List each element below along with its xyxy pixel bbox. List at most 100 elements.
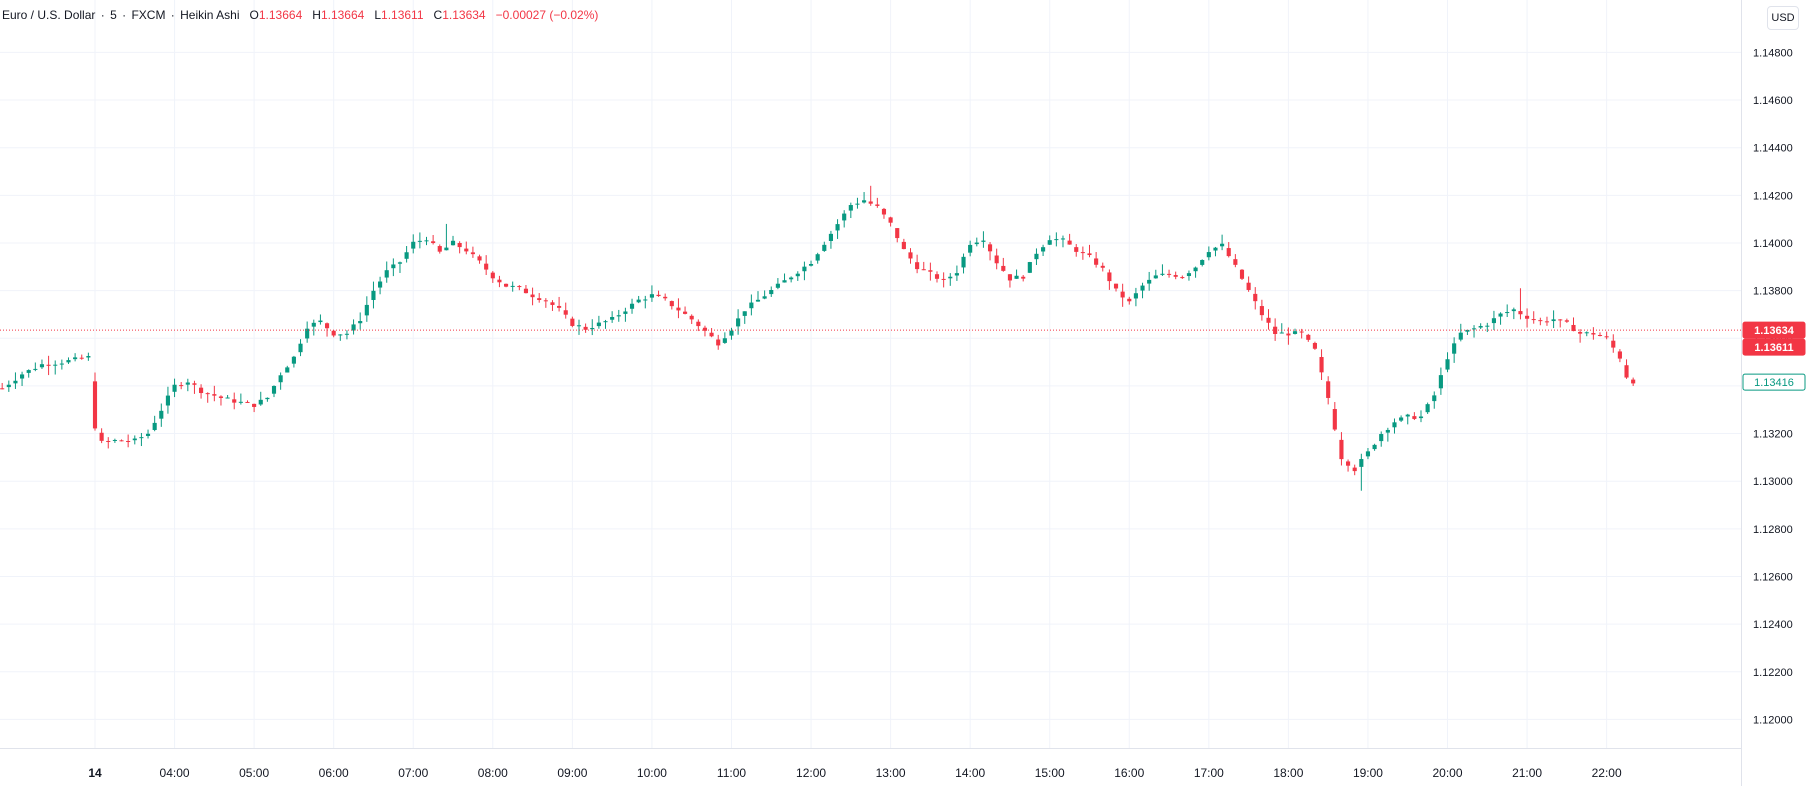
time-tick-label: 10:00 — [637, 766, 667, 780]
candle-down — [1246, 282, 1251, 290]
candle-up — [1047, 240, 1052, 245]
currency-button[interactable]: USD — [1767, 6, 1799, 30]
candle-up — [1034, 253, 1039, 260]
candle-down — [994, 255, 999, 264]
time-tick-label: 19:00 — [1353, 766, 1383, 780]
candle-up — [775, 283, 780, 288]
candle-up — [411, 241, 416, 249]
candle-down — [324, 323, 330, 329]
candle-down — [1412, 416, 1417, 419]
candle-up — [610, 317, 615, 320]
price-badge-label: 1.13634 — [1754, 325, 1795, 337]
candle-up — [450, 240, 456, 246]
candle-down — [490, 272, 495, 279]
candle-up — [1432, 395, 1437, 402]
candle-down — [1591, 333, 1596, 335]
candle-up — [265, 397, 270, 400]
candle-up — [576, 325, 582, 327]
candle-up — [802, 266, 807, 272]
candle-up — [835, 224, 840, 231]
candle-up — [736, 318, 741, 327]
candle-down — [1120, 291, 1125, 298]
candle-up — [397, 262, 403, 264]
candle-down — [1173, 275, 1178, 277]
candle-up — [1372, 444, 1377, 450]
chart-style-label[interactable]: Heikin Ashi — [180, 8, 240, 22]
candle-down — [881, 208, 887, 215]
candle-up — [596, 322, 601, 327]
interval-label[interactable]: 5 — [110, 8, 117, 22]
candle-down — [550, 302, 555, 305]
candle-up — [258, 399, 263, 405]
candle-up — [948, 276, 953, 279]
candle-down — [1253, 293, 1258, 302]
candle-down — [941, 278, 946, 280]
candle-down — [987, 244, 993, 252]
symbol-name[interactable]: Euro / U.S. Dollar — [2, 8, 96, 22]
candle-down — [1538, 320, 1543, 322]
candle-down — [696, 321, 701, 327]
candle-up — [1458, 332, 1463, 340]
candle-down — [1624, 365, 1629, 378]
price-badge — [1742, 321, 1806, 339]
candle-up — [172, 384, 177, 392]
candle-down — [1564, 320, 1569, 322]
candle-up — [1014, 275, 1019, 279]
candle-up — [795, 273, 800, 277]
candle-up — [510, 285, 515, 287]
candle-up — [762, 296, 767, 299]
price-tick-label: 1.12000 — [1753, 714, 1793, 726]
candle-up — [1220, 243, 1225, 247]
candle-down — [1346, 461, 1351, 466]
candle-up — [603, 321, 608, 323]
candle-down — [1067, 240, 1072, 245]
candle-up — [1054, 239, 1059, 241]
candle-up — [1471, 328, 1477, 330]
candle-down — [1113, 283, 1119, 289]
candle-up — [1041, 247, 1046, 252]
candle-up — [271, 385, 277, 394]
symbol-legend: Euro / U.S. Dollar · 5 · FXCM · Heikin A… — [2, 8, 599, 22]
candle-down — [1319, 357, 1324, 373]
candle-up — [1405, 414, 1410, 417]
candle-up — [1133, 293, 1138, 299]
candle-up — [1140, 285, 1145, 291]
candle-down — [199, 387, 204, 394]
candle-down — [1312, 342, 1317, 349]
price-tick-label: 1.14800 — [1753, 47, 1793, 59]
candle-down — [106, 440, 111, 442]
candle-up — [1160, 273, 1165, 275]
candle-up — [165, 395, 170, 406]
candle-down — [205, 393, 210, 395]
candle-up — [384, 270, 389, 278]
candle-up — [808, 263, 814, 266]
candle-up — [86, 356, 91, 358]
candle-up — [13, 380, 18, 384]
candle-down — [1080, 252, 1085, 254]
candle-down — [702, 327, 708, 331]
candle-up — [1359, 459, 1364, 467]
candle-down — [437, 246, 442, 252]
candle-up — [371, 290, 376, 300]
candle-down — [523, 288, 529, 294]
candle-down — [1087, 253, 1092, 256]
candle-up — [1200, 260, 1205, 265]
candle-down — [179, 385, 184, 387]
candle-up — [444, 247, 449, 251]
time-tick-label: 12:00 — [796, 766, 826, 780]
candle-down — [537, 298, 542, 301]
candle-down — [530, 294, 535, 298]
candle-down — [431, 241, 436, 244]
candle-up — [822, 244, 827, 251]
candle-down — [563, 310, 568, 315]
candle-down — [1107, 272, 1112, 282]
candle-up — [1485, 325, 1490, 327]
candle-down — [1299, 331, 1304, 333]
candle-up — [1438, 375, 1443, 389]
candle-up — [1425, 404, 1430, 413]
candle-up — [1452, 343, 1457, 354]
time-tick-label: 11:00 — [717, 766, 746, 780]
time-tick-label: 16:00 — [1114, 766, 1144, 780]
